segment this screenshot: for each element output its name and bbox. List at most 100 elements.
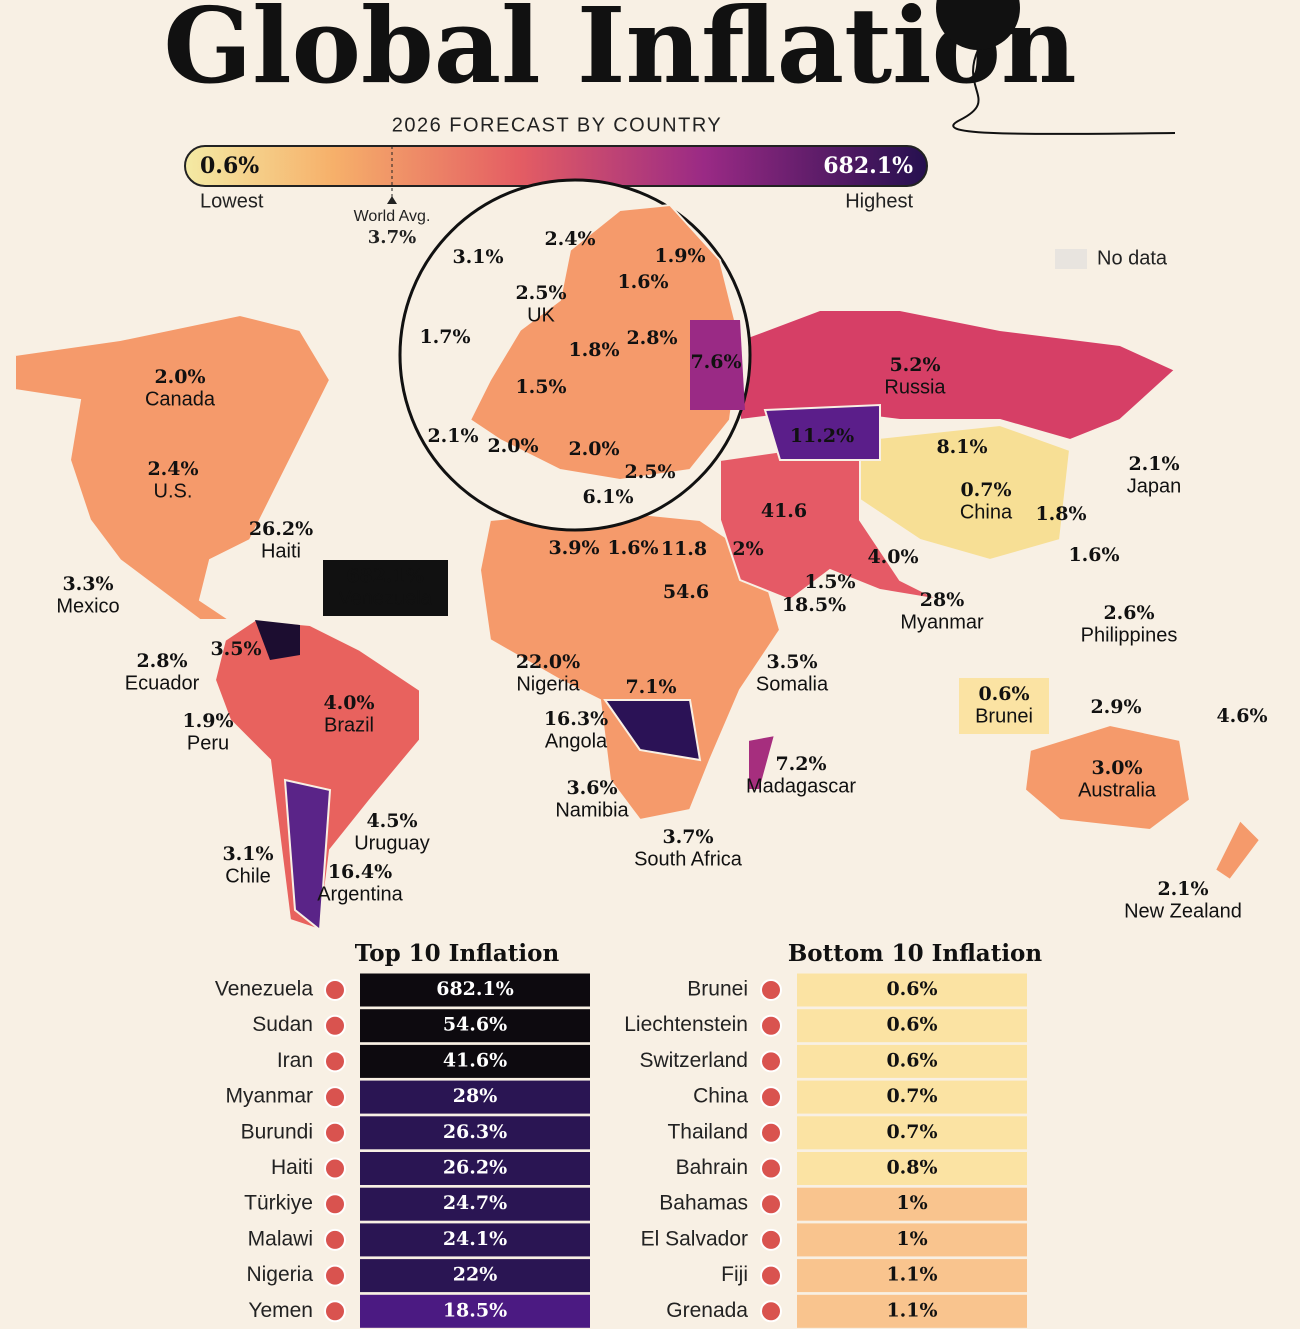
- value-cell: [360, 1187, 590, 1221]
- value-cell: [360, 1152, 590, 1185]
- country-name: Thailand: [667, 1120, 748, 1143]
- map-country: Angola: [545, 730, 608, 752]
- venezuela: [255, 620, 300, 660]
- flag: [760, 1121, 782, 1144]
- country-name: China: [693, 1085, 748, 1108]
- flag: [760, 1050, 782, 1073]
- map-value: 1.9%: [654, 245, 705, 267]
- map-value: 7.6%: [690, 351, 741, 373]
- value-cell: [797, 1116, 1027, 1150]
- map-country: Russia: [884, 376, 946, 398]
- subtitle: 2026 FORECAST BY COUNTRY: [392, 114, 723, 136]
- map-value: 3.5%: [210, 638, 261, 660]
- map-country: Canada: [145, 388, 216, 410]
- top-table-title: Top 10 Inflation: [355, 940, 560, 967]
- flag: [760, 1193, 782, 1216]
- map-value: 3.3%: [62, 573, 113, 595]
- country-name: Burundi: [241, 1120, 313, 1143]
- ukraine: [690, 320, 745, 410]
- map-country: Brunei: [975, 705, 1033, 727]
- north-america: [14, 313, 332, 621]
- value-text: 54.6%: [443, 1014, 507, 1036]
- flag: [760, 979, 782, 1001]
- value-text: 26.2%: [443, 1157, 507, 1179]
- flag: [324, 1193, 346, 1216]
- middle-east-south-asia: [719, 438, 941, 602]
- country-name: Liechtenstein: [624, 1013, 748, 1036]
- average-label: World Avg.: [354, 208, 431, 225]
- flag: [760, 1014, 782, 1037]
- map-country: Peru: [187, 732, 229, 754]
- no-data-swatch: [1055, 249, 1087, 269]
- value-text: 1.1%: [886, 1264, 937, 1286]
- central-asia: [763, 403, 881, 461]
- map-value: 1.8%: [1035, 503, 1086, 525]
- map-value: 2.1%: [427, 425, 478, 447]
- flag: [760, 1157, 782, 1180]
- map-value: 2.9%: [1090, 696, 1141, 718]
- no-data-label: No data: [1097, 247, 1168, 269]
- map-value: 7.1%: [625, 676, 676, 698]
- country-name: Switzerland: [639, 1049, 748, 1072]
- value-text: 1%: [896, 1228, 927, 1250]
- map-value: 28%: [920, 589, 965, 611]
- map-value: 1.7%: [419, 326, 470, 348]
- country-name: Malawi: [248, 1227, 313, 1250]
- map-value: 1.6%: [617, 271, 668, 293]
- flag: [760, 1086, 782, 1109]
- map-country: Uruguay: [354, 832, 430, 854]
- value-text: 24.1%: [443, 1228, 507, 1250]
- map-value: 3.9%: [548, 537, 599, 559]
- china: [859, 423, 1072, 562]
- value-cell: [360, 1044, 590, 1078]
- country-name: Sudan: [252, 1013, 313, 1036]
- map-value: 3.5%: [766, 651, 817, 673]
- map-value: 1.5%: [804, 571, 855, 593]
- country-name: Grenada: [666, 1299, 748, 1322]
- value-cell: [360, 1294, 590, 1328]
- map-value: 5.2%: [889, 354, 940, 376]
- value-cell: [360, 1259, 590, 1293]
- map-value: 2.4%: [544, 228, 595, 250]
- map-value: 22.0%: [516, 651, 580, 673]
- map-value: 4.5%: [366, 810, 417, 832]
- map-value: 3.6%: [566, 777, 617, 799]
- map: [14, 178, 1262, 932]
- new-zealand: [1213, 818, 1262, 882]
- value-cell: [360, 973, 590, 1007]
- map-country: Haiti: [261, 540, 301, 562]
- value-text: 26.3%: [443, 1121, 507, 1143]
- map-country: South Africa: [634, 848, 743, 870]
- value-text: 0.7%: [886, 1085, 937, 1107]
- flag: [324, 1014, 346, 1037]
- map-value: 4.6%: [1216, 705, 1267, 727]
- map-country: UK: [527, 304, 555, 326]
- map-value: 2.8%: [136, 650, 187, 672]
- map-value: 4.0%: [323, 692, 374, 714]
- country-name: Nigeria: [246, 1263, 313, 1286]
- flag: [760, 1228, 782, 1251]
- flag: [324, 1121, 346, 1144]
- flag: [324, 1157, 346, 1180]
- flag: [760, 1300, 782, 1323]
- europe: [468, 203, 742, 482]
- map-labels: 3.1%2.4%1.9%1.6%2.5%UK1.7%1.8%2.8%7.6%1.…: [56, 228, 1267, 922]
- flag: [324, 979, 346, 1001]
- map-value: 1.5%: [515, 376, 566, 398]
- value-text: 0.6%: [886, 978, 937, 1000]
- country-name: Venezuela: [215, 978, 313, 1001]
- tables: Venezuela 682.1% Sudan 54.6% Iran 41.6% Myanma…: [215, 973, 1027, 1328]
- value-cell: [797, 1223, 1027, 1257]
- value-text: 41.6%: [443, 1049, 507, 1071]
- map-value: 1.8%: [568, 339, 619, 361]
- legend-low-label: Lowest: [200, 190, 264, 212]
- legend-high-value: 682.1%: [823, 153, 913, 179]
- country-name: Haiti: [271, 1156, 313, 1179]
- map-value: 54.6: [663, 581, 709, 603]
- argentina: [283, 778, 332, 932]
- map-value: 1.9%: [182, 710, 233, 732]
- map-value: 2.0%: [154, 366, 205, 388]
- map-country: Venezuela: [338, 587, 432, 609]
- map-value: 2.1%: [1128, 453, 1179, 475]
